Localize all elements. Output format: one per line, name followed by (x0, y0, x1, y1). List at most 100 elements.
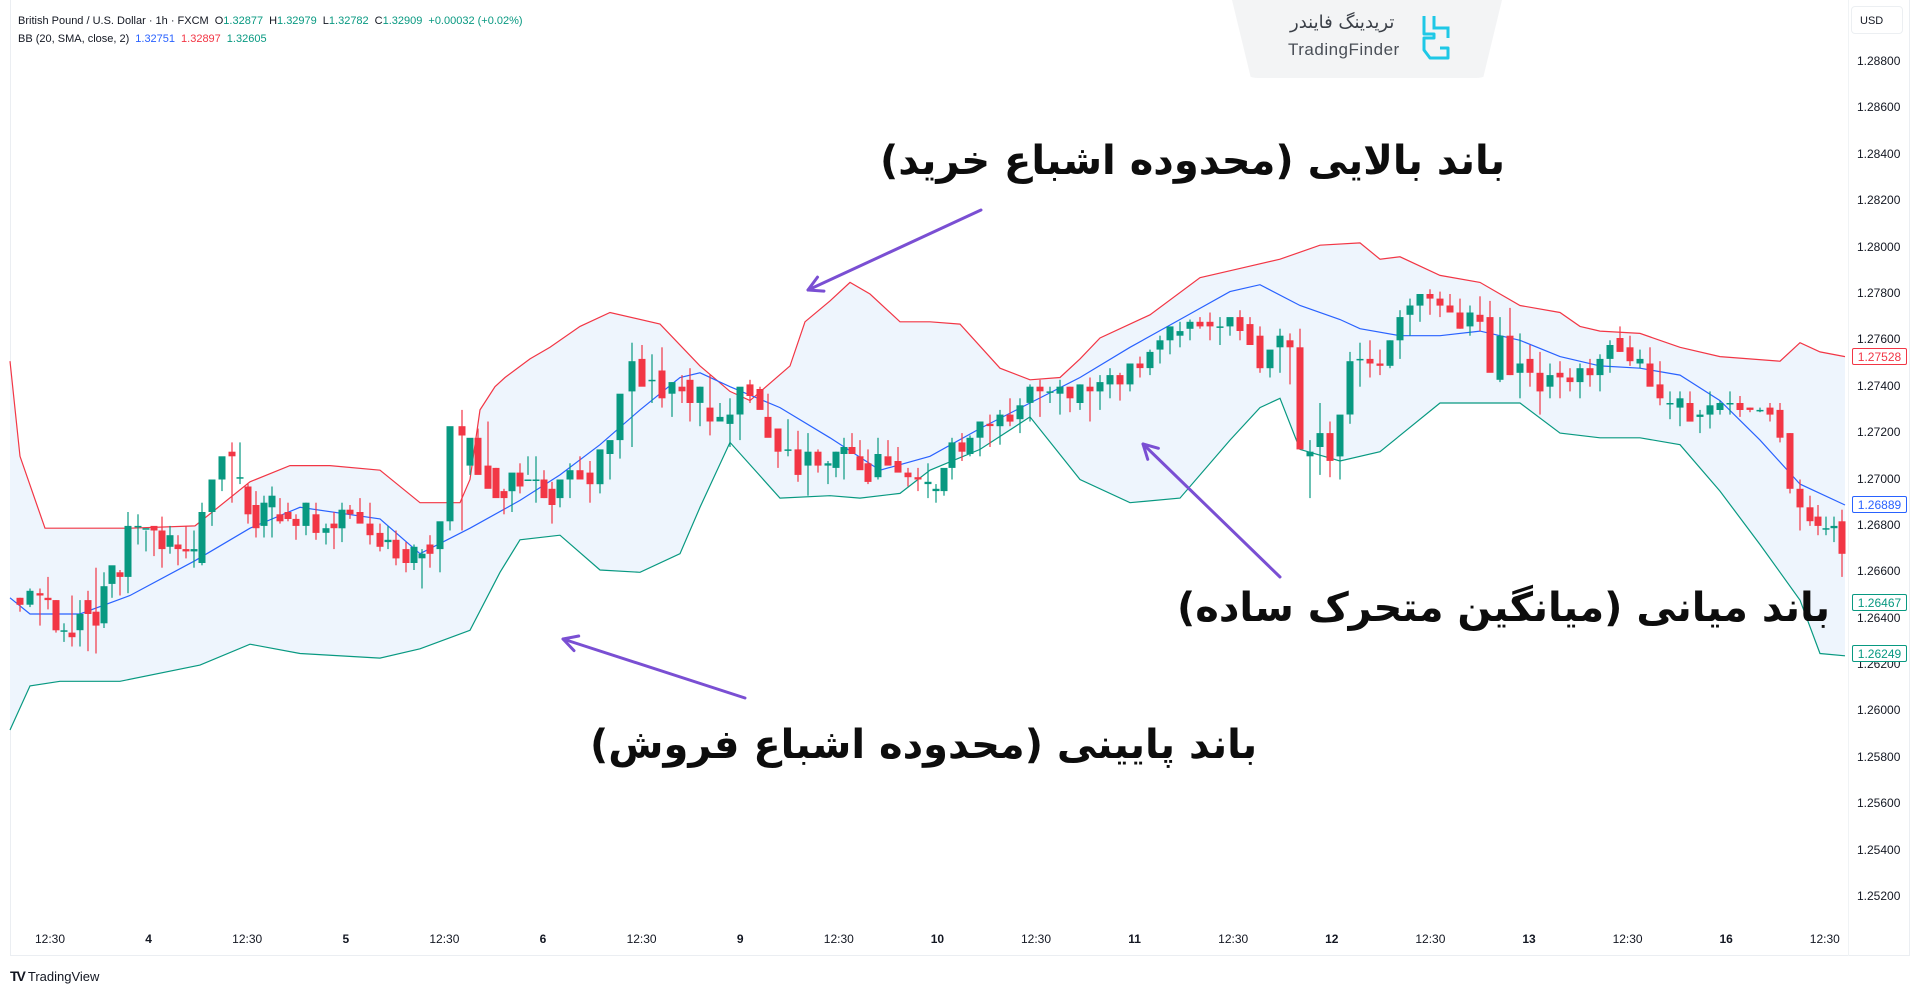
candle (356, 512, 364, 524)
candle (312, 514, 320, 533)
candle (764, 416, 772, 438)
candle (556, 479, 564, 499)
candle (524, 479, 532, 481)
candle (1466, 312, 1474, 327)
candle (566, 470, 574, 480)
candle (384, 539, 392, 543)
candle (716, 416, 724, 422)
candle (1666, 403, 1674, 405)
candle (1526, 358, 1534, 373)
price-axis-divider (1848, 0, 1849, 956)
tradingfinder-logo: تریدینگ فایندر TradingFinder (1232, 0, 1502, 78)
candle (884, 456, 892, 466)
annotation-upper-band: باند بالایی (محدوده اشباع خرید) (880, 138, 1505, 184)
candle (16, 597, 24, 605)
arrow-lower-band-head (561, 634, 581, 653)
candle (532, 479, 540, 481)
candle (276, 514, 284, 522)
candle (1056, 386, 1064, 394)
candle (84, 600, 92, 614)
price-tick: 1.27200 (1857, 425, 1901, 440)
candle (252, 505, 260, 529)
candle (668, 382, 676, 394)
arrow-upper-band (806, 208, 983, 292)
candle (1822, 528, 1830, 530)
candle (784, 449, 792, 451)
time-tick: 4 (145, 932, 152, 946)
candle (774, 428, 782, 452)
candle (124, 525, 132, 577)
candle (466, 437, 474, 466)
tradingview-brand: TradingView (27, 968, 100, 984)
candle (100, 586, 108, 624)
candle (1686, 403, 1694, 422)
candle (218, 456, 226, 480)
candle (904, 472, 912, 478)
candle (142, 528, 150, 530)
candle (986, 423, 994, 427)
candle (1446, 305, 1454, 313)
candle (586, 472, 594, 485)
candle (1656, 384, 1664, 399)
candle (1286, 340, 1294, 348)
candle (76, 614, 84, 631)
candle (616, 393, 624, 441)
candle (1066, 386, 1074, 399)
candle (1356, 358, 1364, 361)
candle (1586, 368, 1594, 376)
candle (1136, 363, 1144, 369)
candle (948, 442, 956, 468)
candle (576, 470, 584, 480)
candle (966, 437, 974, 454)
candle (606, 440, 614, 454)
candle (1676, 398, 1684, 408)
candle (874, 454, 882, 478)
price-tag: 1.26889 (1852, 496, 1907, 514)
candle (1246, 324, 1254, 345)
symbol-title[interactable]: British Pound / U.S. Dollar · 1h · FXCM (18, 15, 209, 27)
candles (16, 289, 1846, 654)
candle (260, 502, 268, 526)
price-tick: 1.26000 (1857, 703, 1901, 718)
candle (996, 414, 1004, 427)
indicator-title[interactable]: BB (20, SMA, close, 2) (18, 33, 130, 45)
candle (658, 370, 666, 399)
candle (958, 442, 966, 452)
price-tick: 1.28600 (1857, 100, 1901, 115)
arrow-middle-band-head (1141, 442, 1160, 461)
arrow-middle-band (1141, 442, 1282, 579)
candle (678, 386, 686, 392)
candle (1326, 433, 1334, 461)
candle (1096, 382, 1104, 392)
time-tick: 12:30 (1218, 932, 1249, 946)
ohlc-change: +0.00032 (+0.02%) (428, 15, 523, 27)
candle (824, 463, 832, 466)
candle (236, 477, 244, 479)
candle (814, 451, 822, 466)
price-tick: 1.28000 (1857, 239, 1901, 254)
candle (864, 463, 872, 482)
candle (1266, 349, 1274, 369)
candle (1086, 386, 1094, 392)
price-tick: 1.27400 (1857, 378, 1901, 393)
candle (1486, 317, 1494, 373)
candle (1796, 488, 1804, 508)
bb-lower-value: 1.32605 (226, 33, 267, 45)
candle (1116, 375, 1124, 385)
currency-button[interactable]: USD (1851, 6, 1903, 34)
candle (322, 528, 330, 533)
price-tick: 1.25400 (1857, 842, 1901, 857)
chart-legend: British Pound / U.S. Dollar · 1h · FXCM O… (18, 12, 529, 48)
candle (548, 488, 556, 505)
candle (1176, 331, 1184, 336)
candle (648, 379, 656, 382)
time-tick: 12:30 (823, 932, 854, 946)
tradingview-footer[interactable]: TV TradingView (10, 968, 99, 984)
candle (848, 447, 856, 454)
candle (1736, 403, 1744, 410)
annotation-arrows (561, 208, 1282, 700)
candle (1336, 414, 1344, 457)
candle (1376, 363, 1384, 366)
candle (484, 465, 492, 489)
